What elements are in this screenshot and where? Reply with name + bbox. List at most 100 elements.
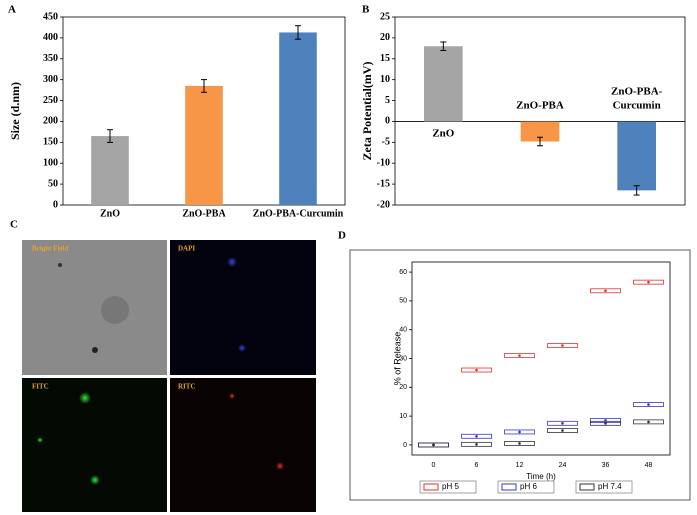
x-tick-label: 36: [602, 462, 610, 469]
bright-field-image: [22, 240, 167, 375]
legend-swatch: [579, 483, 595, 491]
y-tick-label: -5: [382, 137, 390, 148]
legend-label: pH 5: [442, 482, 459, 491]
y-axis-label: Size (d.nm): [8, 82, 22, 140]
x-tick-label: 48: [645, 462, 653, 469]
texture: [101, 296, 129, 324]
release-box: [633, 419, 664, 425]
y-tick-label: 10: [399, 413, 407, 420]
y-tick-label: 250: [43, 95, 58, 106]
release-point: [475, 443, 478, 446]
y-tick-label: 450: [43, 11, 58, 22]
texture: [227, 257, 237, 267]
y-tick-label: 100: [43, 158, 58, 169]
y-axis-label: % of Release: [392, 332, 402, 386]
panel-d-frame: [349, 249, 691, 501]
y-tick-label: 50: [399, 298, 407, 305]
release-point: [647, 403, 650, 406]
y-tick-label: -20: [377, 199, 390, 210]
release-box: [633, 279, 664, 285]
x-tick-label: 12: [516, 462, 524, 469]
release-point: [561, 344, 564, 347]
texture: [37, 437, 43, 443]
bar: [617, 121, 656, 191]
image-label: DAPI: [178, 245, 195, 253]
release-box: [504, 353, 535, 359]
legend-label: pH 7.4: [598, 482, 622, 491]
y-tick-label: 350: [43, 53, 58, 64]
release-point: [475, 368, 478, 372]
texture: [238, 344, 246, 352]
release-point: [604, 422, 607, 425]
texture: [276, 462, 284, 470]
bar: [91, 136, 129, 205]
legend-frame: [419, 480, 477, 494]
release-box: [590, 420, 621, 426]
release-box: [547, 343, 578, 348]
texture: [229, 393, 235, 399]
category-label: ZnO-PBA: [516, 99, 564, 111]
y-tick-label: 15: [380, 53, 390, 64]
texture: [90, 475, 100, 485]
release-box: [461, 367, 492, 373]
release-box: [633, 402, 664, 407]
bar: [185, 85, 223, 205]
panel-label: B: [362, 4, 370, 16]
y-tick-label: 5: [385, 95, 390, 106]
texture: [92, 347, 98, 353]
y-tick-label: 0: [403, 442, 407, 449]
y-tick-label: 150: [43, 137, 58, 148]
texture: [58, 263, 62, 267]
release-box: [418, 442, 449, 448]
y-tick-label: 200: [43, 116, 58, 127]
bar: [279, 32, 317, 205]
fitc-image: [22, 378, 167, 512]
y-tick-label: 0: [385, 116, 390, 127]
image-label: Bright Field: [32, 245, 68, 253]
release-point: [561, 429, 564, 432]
release-box: [504, 429, 535, 435]
x-tick-label: 6: [475, 462, 479, 469]
y-tick-label: 40: [399, 327, 407, 334]
x-tick-label: ZnO-PBA: [182, 208, 226, 219]
release-point: [647, 420, 650, 424]
category-label: ZnO-PBA-Curcumin: [611, 85, 663, 111]
y-tick-label: 20: [399, 384, 407, 391]
legend-swatch: [501, 483, 517, 491]
panel-label: A: [8, 4, 16, 16]
y-tick-label: 400: [43, 32, 58, 43]
image-label: FITC: [32, 383, 49, 391]
release-box: [504, 441, 535, 446]
release-point: [518, 354, 521, 357]
release-box: [590, 288, 621, 294]
y-tick-label: -15: [377, 178, 390, 189]
release-box: [461, 433, 492, 439]
release-point: [647, 280, 650, 284]
release-point: [475, 434, 478, 438]
x-tick-label: ZnO-PBA-Curcumin: [253, 208, 344, 219]
x-tick-label: ZnO: [100, 208, 120, 219]
release-box: [547, 428, 578, 433]
y-tick-label: 60: [399, 269, 407, 276]
release-point: [432, 443, 435, 447]
y-tick-label: 50: [48, 178, 58, 189]
release-box: [547, 420, 578, 426]
release-point: [518, 442, 521, 445]
legend-frame: [497, 480, 555, 494]
y-tick-label: -10: [377, 158, 390, 169]
x-axis-label: Time (h): [526, 472, 556, 481]
release-box: [461, 441, 492, 447]
y-tick-label: 10: [380, 74, 390, 85]
release-point: [518, 430, 521, 434]
x-tick-label: 0: [432, 462, 436, 469]
y-tick-label: 25: [380, 11, 390, 22]
panel-label: C: [10, 219, 18, 231]
texture: [79, 392, 91, 404]
y-axis-label: Zeta Potential(mV): [360, 62, 374, 161]
y-tick-label: 30: [399, 355, 407, 362]
release-point: [604, 289, 607, 293]
x-tick-label: 24: [559, 462, 567, 469]
category-label: ZnO: [432, 127, 454, 139]
release-point: [561, 422, 564, 425]
